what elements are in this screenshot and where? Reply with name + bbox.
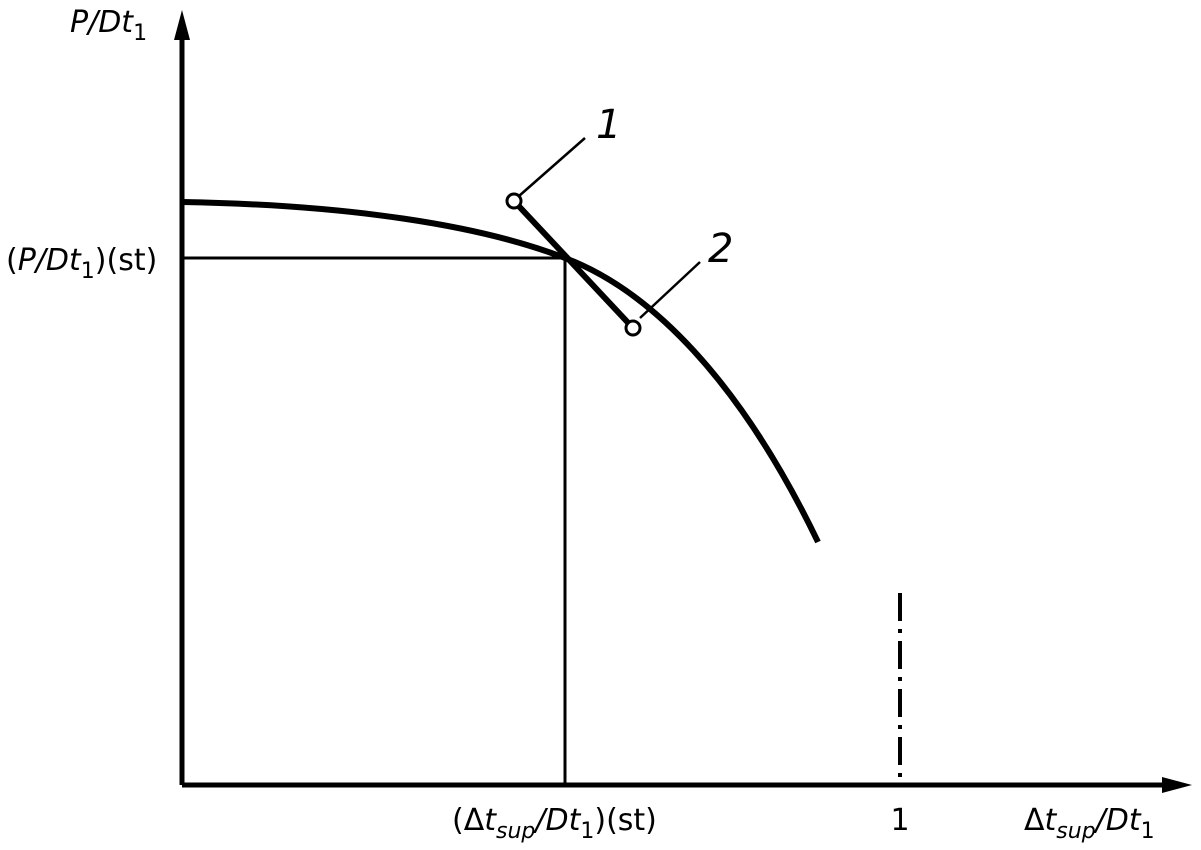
x-axis-label: Δtsup/Dt1: [1024, 803, 1155, 844]
y-axis-label: P/Dt1: [70, 5, 147, 46]
label-main: P/Dt: [70, 5, 134, 40]
label-sub: 1: [1141, 819, 1155, 844]
label-mid: /Dt: [1093, 803, 1142, 838]
label-close: )(st): [594, 803, 657, 838]
x-marker-label: (Δtsup/Dt1)(st): [452, 803, 657, 844]
label-open: Δ: [1024, 803, 1045, 838]
label-mid: /Dt: [532, 803, 581, 838]
callout-label: 1: [596, 102, 621, 148]
y-marker-label: (P/Dt1)(st): [6, 243, 157, 284]
label-main: t: [1045, 803, 1058, 838]
callout-label: 2: [708, 226, 733, 272]
leader-line: [639, 261, 701, 319]
label-close: )(st): [95, 243, 158, 278]
label-sub: 1: [133, 21, 147, 46]
label-sub: 1: [580, 819, 594, 844]
x-tick-label: 1: [890, 803, 909, 838]
label-sub: sup: [496, 819, 535, 844]
label-main: P/Dt: [18, 243, 82, 278]
x-axis-arrow: [1162, 777, 1192, 793]
label-main: t: [484, 803, 497, 838]
endpoint-marker: [624, 319, 642, 337]
label-sub: 1: [81, 259, 95, 284]
label-sub: sup: [1056, 819, 1095, 844]
tangent-segment: [511, 198, 636, 331]
endpoint-marker: [505, 192, 523, 210]
leader-line: [518, 137, 586, 197]
label-open: (Δ: [452, 803, 485, 838]
label-open: (: [6, 243, 18, 278]
y-axis-arrow: [174, 10, 190, 40]
